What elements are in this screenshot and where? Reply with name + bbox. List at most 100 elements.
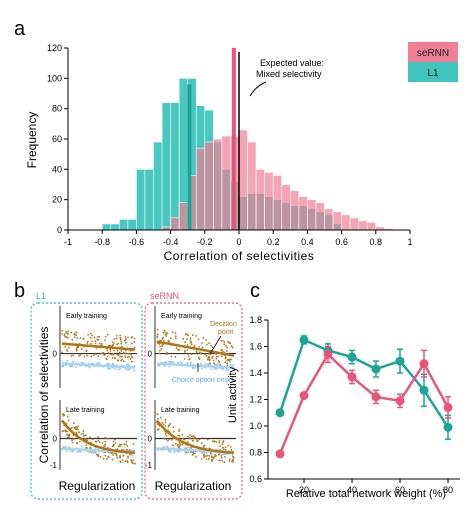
- scatter-dot: [220, 348, 223, 351]
- panel-label-a: a: [14, 18, 26, 40]
- scatter-dot: [189, 451, 192, 454]
- scatter-dot: [124, 356, 127, 358]
- scatter-dot: [169, 337, 172, 340]
- scatter-dot: [224, 361, 227, 364]
- legend-l1-label: L1: [427, 68, 439, 79]
- scatter-dot: [202, 336, 205, 339]
- scatter-dot-blue: [109, 367, 112, 370]
- scatter-dot: [86, 342, 89, 345]
- scatter-dot: [72, 438, 75, 441]
- scatter-dot: [226, 362, 229, 365]
- scatter-dot: [133, 337, 136, 340]
- scatter-dot: [76, 441, 78, 444]
- scatter-dot: [161, 421, 164, 424]
- scatter-dot: [108, 344, 110, 347]
- scatter-dot: [125, 440, 128, 443]
- scatter-dot-blue: [82, 362, 85, 364]
- scatter-dot-blue: [69, 449, 71, 452]
- scatter-dot: [129, 357, 132, 360]
- scatter-dot: [124, 460, 127, 463]
- scatter-dot: [132, 459, 135, 462]
- scatter-dot: [174, 355, 177, 358]
- x-tick-label: -1: [64, 237, 72, 247]
- scatter-dot: [231, 346, 234, 349]
- scatter-dot: [182, 437, 185, 440]
- scatter-dot-blue: [168, 365, 171, 368]
- sub-title: Late training: [161, 407, 200, 414]
- scatter-dot: [113, 342, 115, 345]
- scatter-dot: [191, 454, 194, 456]
- scatter-dot: [185, 451, 188, 454]
- scatter-dot: [215, 357, 218, 360]
- scatter-dot: [73, 333, 76, 336]
- legend-sernn-label: seRNN: [417, 48, 449, 59]
- scatter-dot: [75, 349, 78, 352]
- bar-sernn: [324, 208, 334, 231]
- scatter-dot: [92, 354, 95, 357]
- scatter-dot: [110, 452, 113, 455]
- y-tick-label: 80: [52, 104, 62, 114]
- bar-sernn: [341, 214, 351, 231]
- scatter-dot: [119, 355, 121, 358]
- bar-sernn: [255, 169, 265, 231]
- fit-curve-blue: [156, 362, 235, 369]
- scatter-panels: L1 seRNN Correlation of selectivities Ea…: [30, 291, 243, 500]
- scatter-dot-blue: [222, 453, 225, 456]
- scatter-dot: [226, 364, 229, 367]
- series-line-sernn: [278, 352, 450, 455]
- scatter-dot: [174, 442, 177, 445]
- scatter-dot-blue: [194, 452, 197, 455]
- scatter-dot-blue: [229, 363, 232, 366]
- scatter-dot: [187, 355, 190, 358]
- scatter-dot: [223, 461, 226, 464]
- scatter-dot: [120, 359, 122, 362]
- c-y-tick-label: 1.6: [249, 342, 262, 352]
- scatter-dot: [119, 337, 122, 340]
- scatter-dot: [120, 349, 123, 352]
- scatter-dot: [172, 444, 175, 447]
- series-line-l1: [278, 338, 450, 428]
- scatter-dot-blue: [169, 450, 172, 453]
- scatter-dot: [190, 343, 193, 346]
- scatter-dot: [126, 459, 128, 462]
- bar-l1: [119, 219, 129, 231]
- scatter-dot: [158, 349, 161, 352]
- scatter-dot: [113, 349, 115, 352]
- scatter-dot: [166, 332, 169, 335]
- scatter-dot: [181, 443, 184, 446]
- scatter-dot: [178, 348, 181, 351]
- scatter-dot: [178, 445, 181, 448]
- scatter-dot: [174, 337, 177, 340]
- bar-sernn: [332, 211, 342, 231]
- annotation-pointer: [249, 81, 267, 97]
- scatter-dot: [221, 340, 224, 342]
- scatter-dot: [61, 413, 64, 415]
- scatter-dot: [65, 332, 68, 334]
- point-sernn: [323, 349, 333, 359]
- scatter-dot: [100, 342, 103, 345]
- y-tick-label: 60: [52, 134, 62, 144]
- scatter-dot: [110, 353, 113, 356]
- scatter-dot: [213, 440, 216, 442]
- scatter-dot-blue: [94, 452, 97, 455]
- scatter-dot: [66, 415, 69, 418]
- bar-sernn: [204, 141, 214, 231]
- sub-tick-label: -1: [50, 461, 58, 470]
- scatter-dot-blue: [219, 448, 222, 451]
- scatter-dot: [82, 338, 85, 340]
- bar-l1: [161, 102, 171, 231]
- scatter-dot: [120, 443, 123, 446]
- scatter-dot: [165, 438, 168, 441]
- scatter-dot: [67, 436, 69, 439]
- scatter-dot: [159, 416, 162, 419]
- scatter-dot-blue: [216, 362, 219, 365]
- c-x-tick-label: 20: [299, 485, 309, 495]
- scatter-dot: [198, 345, 201, 348]
- scatter-dot: [196, 439, 199, 442]
- scatter-dot: [98, 441, 101, 444]
- scatter-dot: [162, 339, 165, 342]
- scatter-dot: [112, 353, 115, 356]
- scatter-dot: [177, 446, 180, 449]
- legend: seRNN L1: [408, 42, 458, 82]
- scatter-dot: [156, 333, 159, 336]
